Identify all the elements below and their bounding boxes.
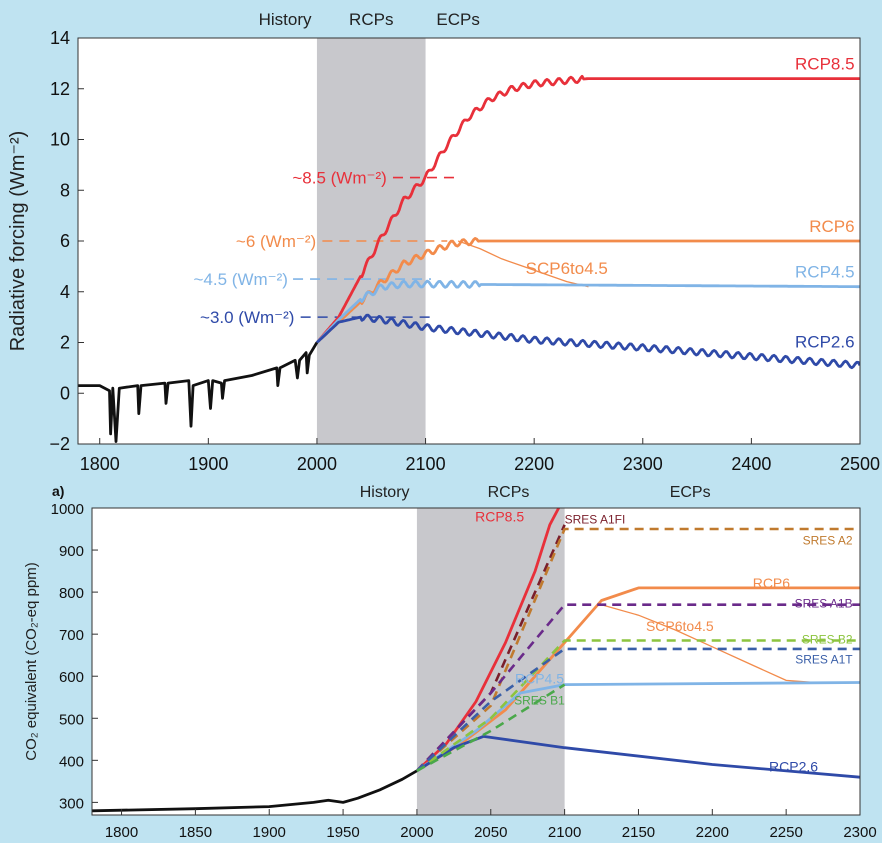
series-rcp4-5-line bbox=[315, 279, 860, 344]
level-label-6-wm: ~6 (Wm⁻²) bbox=[236, 232, 316, 251]
bot-y-tick-1000: 1000 bbox=[51, 501, 84, 518]
series-label-sres-a2: SRES A2 bbox=[803, 534, 853, 548]
top-x-tick-1900: 1900 bbox=[188, 454, 228, 474]
top-x-tick-1800: 1800 bbox=[80, 454, 120, 474]
top-y-tick-14: 14 bbox=[50, 28, 70, 48]
series-history-line bbox=[92, 769, 418, 813]
bot-x-tick-1950: 1950 bbox=[326, 824, 359, 841]
top-x-tick-2300: 2300 bbox=[623, 454, 663, 474]
top-x-tick-2500: 2500 bbox=[840, 454, 880, 474]
top-x-tick-2100: 2100 bbox=[406, 454, 446, 474]
panel-label: a) bbox=[52, 483, 64, 499]
bot-x-tick-2050: 2050 bbox=[474, 824, 507, 841]
top-y-tick-6: 6 bbox=[60, 231, 70, 251]
top-period-history: History bbox=[259, 10, 312, 29]
series-label-rcp2-6: RCP2.6 bbox=[769, 759, 818, 775]
series-label-sres-a1t: SRES A1T bbox=[795, 653, 853, 667]
bot-x-tick-2300: 2300 bbox=[843, 824, 876, 841]
bot-rcp-period-shade bbox=[416, 508, 565, 815]
series-scp6to4-5-line bbox=[457, 240, 589, 288]
bot-y-tick-900: 900 bbox=[59, 543, 84, 560]
bot-y-tick-600: 600 bbox=[59, 669, 84, 686]
series-label-rcp2-6: RCP2.6 bbox=[795, 333, 855, 352]
series-sres-a1t-line bbox=[416, 647, 860, 772]
series-label-sres-b2: SRES B2 bbox=[802, 632, 853, 646]
top-y-tick-0: 0 bbox=[60, 383, 70, 403]
series-label-rcp4-5: RCP4.5 bbox=[515, 670, 564, 686]
series-label-scp6to4-5: SCP6to4.5 bbox=[646, 618, 714, 634]
series-label-rcp4-5: RCP4.5 bbox=[795, 263, 855, 282]
bot-x-tick-2000: 2000 bbox=[400, 824, 433, 841]
series-sres-a1b-line bbox=[415, 603, 860, 772]
top-period-ecps: ECPs bbox=[436, 10, 479, 29]
series-label-sres-a1fi: SRES A1FI bbox=[565, 513, 626, 527]
series-label-sres-a1b: SRES A1B bbox=[795, 597, 853, 611]
top-x-tick-2000: 2000 bbox=[297, 454, 337, 474]
bottom-period-ecps: ECPs bbox=[670, 484, 711, 501]
bottom-period-history: History bbox=[360, 484, 410, 501]
top-y-tick-4: 4 bbox=[60, 282, 70, 302]
bot-y-tick-400: 400 bbox=[59, 753, 84, 770]
series-rcp6-line bbox=[315, 237, 860, 344]
series-scp6to4-5-line bbox=[601, 604, 816, 684]
series-rcp8-5-line bbox=[415, 508, 560, 772]
bot-x-tick-2250: 2250 bbox=[769, 824, 802, 841]
bot-x-tick-2150: 2150 bbox=[622, 824, 655, 841]
series-label-rcp6: RCP6 bbox=[809, 217, 854, 236]
bot-y-tick-300: 300 bbox=[59, 795, 84, 812]
bottom-period-rcps: RCPs bbox=[488, 484, 530, 501]
bot-y-tick-800: 800 bbox=[59, 585, 84, 602]
level-label-8-5-wm: ~8.5 (Wm⁻²) bbox=[292, 169, 386, 188]
series-rcp8-5-line bbox=[315, 74, 860, 344]
series-sres-a2-line bbox=[416, 527, 860, 772]
top-x-tick-2200: 2200 bbox=[514, 454, 554, 474]
top-y-tick-12: 12 bbox=[50, 79, 70, 99]
series-label-rcp8-5: RCP8.5 bbox=[795, 55, 855, 74]
series-label-sres-b1: SRES B1 bbox=[514, 693, 565, 707]
series-history-line bbox=[78, 341, 319, 443]
bot-y-axis-label: CO₂ equivalent (CO₂-eq ppm) bbox=[23, 562, 40, 760]
series-label-rcp6: RCP6 bbox=[753, 575, 791, 591]
series-rcp2-6-line bbox=[416, 735, 860, 779]
bot-x-tick-1850: 1850 bbox=[179, 824, 212, 841]
series-sres-b1-line bbox=[416, 683, 566, 772]
series-sres-b2-line bbox=[416, 639, 860, 772]
top-y-tick-10: 10 bbox=[50, 130, 70, 150]
bottom-plot-frame bbox=[91, 507, 861, 816]
bot-x-tick-2100: 2100 bbox=[548, 824, 581, 841]
top-x-tick-2400: 2400 bbox=[731, 454, 771, 474]
series-label-scp6to4-5: SCP6to4.5 bbox=[526, 259, 608, 278]
series-rcp2-6-line bbox=[315, 313, 860, 370]
level-label-3-0-wm: ~3.0 (Wm⁻²) bbox=[200, 308, 294, 327]
bot-x-tick-2200: 2200 bbox=[696, 824, 729, 841]
bot-y-tick-500: 500 bbox=[59, 711, 84, 728]
top-y-tick--2: −2 bbox=[49, 434, 70, 454]
top-y-axis-label: Radiative forcing (Wm⁻²) bbox=[7, 131, 29, 352]
top-period-rcps: RCPs bbox=[349, 10, 393, 29]
bot-y-tick-700: 700 bbox=[59, 627, 84, 644]
level-label-4-5-wm: ~4.5 (Wm⁻²) bbox=[194, 270, 288, 289]
bot-x-tick-1900: 1900 bbox=[253, 824, 286, 841]
top-y-tick-8: 8 bbox=[60, 180, 70, 200]
series-label-rcp8-5: RCP8.5 bbox=[475, 508, 524, 524]
bot-x-tick-1800: 1800 bbox=[105, 824, 138, 841]
top-y-tick-2: 2 bbox=[60, 333, 70, 353]
